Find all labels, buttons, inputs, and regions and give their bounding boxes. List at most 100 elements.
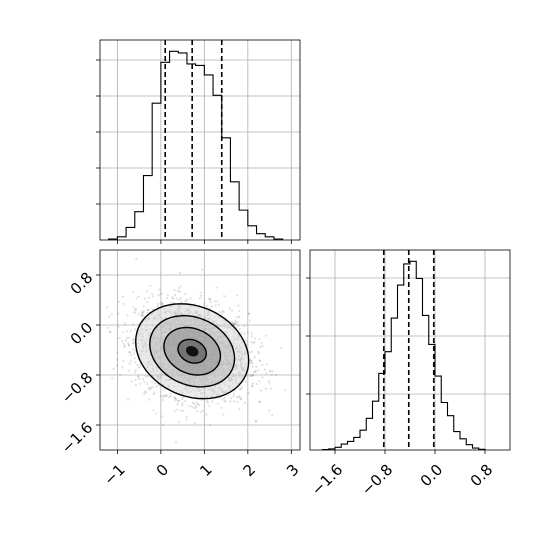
joint-point-1419 [106, 306, 109, 309]
joint-point-559 [146, 308, 149, 311]
joint-point-1724 [230, 397, 233, 400]
joint-point-948 [173, 396, 176, 399]
joint-point-2147 [270, 373, 273, 376]
joint-point-2308 [221, 309, 224, 312]
joint-point-872 [132, 306, 135, 309]
joint-point-1908 [151, 292, 154, 295]
joint-x-tick-labels: −1 0 1 2 3 [100, 461, 302, 489]
joint-point-1322 [274, 373, 278, 376]
joint-point-2351 [259, 359, 262, 362]
joint-point-1786 [271, 413, 274, 417]
joint-point-1249 [201, 409, 204, 412]
joint-point-2187 [261, 345, 264, 348]
joint-point-2194 [239, 397, 242, 400]
joint-point-1957 [265, 363, 268, 366]
joint-point-1273 [121, 340, 124, 343]
joint-point-1333 [199, 291, 202, 294]
joint-point-2570 [108, 315, 111, 318]
joint-point-1599 [144, 375, 147, 378]
hist-param2-x-tick-label-3: 0.8 [467, 461, 497, 491]
joint-point-1069 [111, 377, 114, 380]
joint-point-2584 [261, 363, 264, 366]
joint-point-767 [257, 352, 260, 355]
joint-point-1480 [238, 407, 241, 411]
joint-point-712 [252, 342, 255, 345]
joint-point-2196 [240, 331, 243, 334]
joint-point-1777 [144, 391, 147, 394]
joint-point-2099 [249, 359, 252, 362]
joint-point-970 [251, 384, 254, 387]
joint-point-538 [280, 346, 283, 349]
joint-point-243 [173, 396, 177, 400]
joint-point-444 [127, 398, 130, 401]
joint-point-853 [214, 304, 217, 307]
joint-point-930 [174, 398, 177, 401]
joint-point-1362 [249, 359, 252, 362]
joint-point-761 [236, 316, 239, 319]
joint-point-1097 [155, 385, 158, 388]
joint-point-367 [178, 271, 181, 275]
joint-point-997 [201, 399, 204, 402]
joint-point-1884 [173, 410, 176, 413]
joint-point-786 [243, 333, 246, 336]
joint-point-796 [254, 337, 257, 340]
joint-point-314 [254, 420, 257, 423]
joint-point-2401 [238, 396, 241, 399]
hist-param1-ticks [96, 59, 292, 244]
joint-point-598 [132, 348, 135, 351]
joint-point-436 [200, 294, 203, 297]
joint-point-1157 [235, 326, 238, 329]
joint-point-596 [244, 380, 247, 383]
joint-point-2123 [147, 296, 151, 299]
joint-point-1129 [184, 293, 187, 296]
joint-point-25 [180, 301, 183, 304]
joint-point-122 [126, 314, 129, 317]
joint-point-1574 [118, 300, 121, 303]
joint-point-518 [192, 406, 196, 409]
joint-point-2024 [137, 366, 141, 369]
joint-point-971 [171, 295, 174, 299]
joint-point-1184 [134, 369, 137, 372]
joint-point-571 [248, 312, 251, 315]
joint-point-1616 [122, 342, 125, 345]
joint-point-791 [143, 297, 146, 300]
joint-point-1195 [160, 292, 163, 295]
joint-point-1954 [139, 382, 142, 385]
joint-point-2110 [206, 401, 209, 404]
joint-point-919 [127, 369, 130, 372]
joint-point-357 [133, 341, 136, 345]
joint-point-989 [195, 406, 198, 409]
joint-point-53 [132, 311, 135, 314]
joint-point-1807 [153, 382, 156, 385]
joint-point-502 [153, 391, 156, 394]
joint-point-2237 [181, 402, 184, 405]
joint-point-1061 [152, 295, 155, 298]
joint-point-1979 [161, 415, 164, 418]
joint-point-2072 [248, 374, 251, 377]
joint-point-1372 [235, 321, 238, 324]
joint-point-1945 [148, 398, 151, 401]
joint-point-1371 [122, 360, 125, 363]
joint-point-565 [257, 350, 260, 353]
joint-point-1622 [121, 295, 125, 298]
joint-point-1490 [250, 335, 253, 338]
joint-point-2556 [178, 290, 181, 293]
joint-point-1432 [140, 314, 144, 317]
joint-point-2216 [134, 361, 137, 364]
joint-point-659 [185, 415, 188, 418]
joint-point-2198 [284, 389, 287, 392]
joint-point-759 [248, 351, 251, 354]
joint-point-641 [251, 374, 254, 377]
joint-point-1054 [152, 409, 155, 412]
joint-point-924 [238, 387, 241, 390]
joint-point-2489 [146, 382, 149, 385]
joint-point-115 [146, 375, 149, 378]
joint-point-194 [213, 300, 217, 303]
joint-x-tick-label-2: 1 [196, 461, 215, 480]
joint-point-784 [233, 400, 236, 403]
joint-point-40 [232, 323, 235, 326]
joint-point-18 [182, 409, 185, 412]
joint-y-tick-label-0: 0.8 [67, 269, 97, 299]
joint-point-1873 [240, 398, 243, 401]
joint-point-1526 [228, 307, 231, 310]
